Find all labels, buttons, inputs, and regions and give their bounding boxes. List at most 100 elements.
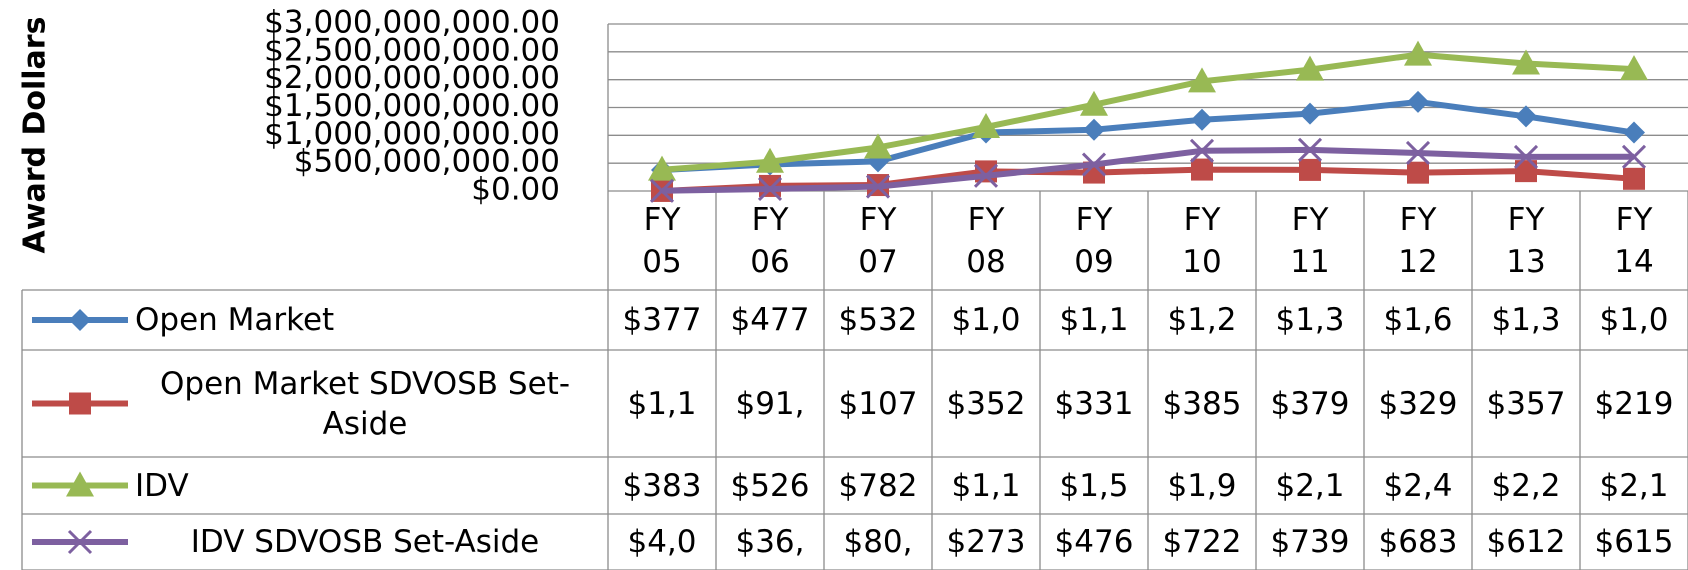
- x-tick-label: FY 07: [858, 201, 898, 280]
- table-value: $615: [1594, 524, 1674, 560]
- data-point: [1623, 167, 1645, 190]
- legend-key: [32, 392, 128, 415]
- data-point: [756, 147, 784, 173]
- legend-marker: [66, 471, 94, 497]
- data-point: [1081, 152, 1107, 177]
- x-tick-label: FY 08: [966, 201, 1006, 280]
- data-point: [1296, 55, 1324, 81]
- table-value: $2,4: [1383, 467, 1453, 504]
- legend-label: Open Market: [135, 302, 335, 338]
- legend-key: [32, 471, 128, 497]
- x-tick-label: FY 10: [1182, 201, 1222, 280]
- y-tick-label: $2,500,000,000.00: [264, 32, 560, 68]
- x-tick-label: FY 09: [1074, 201, 1114, 280]
- data-point: [1513, 144, 1539, 169]
- table-value: $379: [1270, 385, 1350, 422]
- data-point: [1405, 140, 1431, 166]
- table-value: $4,0: [627, 524, 697, 560]
- x-tick-label: FY 05: [642, 201, 682, 280]
- y-tick-label: $0.00: [471, 172, 560, 208]
- table-value: $329: [1378, 385, 1458, 422]
- table-value: $1,0: [1599, 302, 1669, 338]
- table-value: $782: [838, 467, 918, 504]
- x-tick-label: FY 12: [1398, 201, 1438, 280]
- y-tick-label: $3,000,000,000.00: [264, 5, 560, 41]
- legend-key: [32, 529, 128, 555]
- table-value: $683: [1378, 524, 1458, 560]
- data-point: [1080, 90, 1108, 116]
- data-point: [1407, 161, 1429, 184]
- table-value: $1,0: [951, 302, 1021, 338]
- x-tick-label: FY 13: [1506, 201, 1546, 280]
- table-value: $2,2: [1491, 467, 1561, 504]
- table-value: $357: [1486, 385, 1566, 422]
- data-point: [1623, 121, 1645, 144]
- table-value: $1,1: [1059, 302, 1129, 338]
- series-line: [661, 98, 1635, 174]
- table-value: $91,: [735, 385, 805, 422]
- data-point: [1515, 160, 1537, 183]
- table-value: $2,1: [1275, 467, 1345, 504]
- y-tick-label: $1,000,000,000.00: [264, 116, 560, 152]
- table-value: $385: [1162, 385, 1242, 422]
- data-point: [1621, 144, 1647, 169]
- table-value: $1,6: [1383, 302, 1453, 338]
- data-point: [1191, 158, 1213, 181]
- table-value: $331: [1054, 385, 1134, 422]
- legend-label: IDV: [135, 467, 189, 504]
- x-tick-label: FY 11: [1290, 201, 1330, 280]
- table-value: $107: [838, 385, 918, 422]
- table-value: $476: [1054, 524, 1134, 560]
- data-point: [864, 133, 892, 159]
- data-point: [1191, 108, 1213, 131]
- data-point: [865, 174, 891, 199]
- table-value: $1,5: [1059, 467, 1129, 504]
- legend-marker: [69, 309, 91, 331]
- legend-key: [32, 309, 128, 331]
- table-value: $532: [838, 302, 918, 338]
- y-tick-label: $2,000,000,000.00: [264, 60, 560, 96]
- data-point: [1299, 102, 1321, 125]
- series: [648, 40, 1648, 181]
- data-point: [1404, 40, 1432, 66]
- table-value: $80,: [843, 524, 913, 560]
- data-point: [1188, 67, 1216, 93]
- table-value: $526: [730, 467, 810, 504]
- x-tick-label: FY 06: [750, 201, 790, 280]
- data-point: [973, 163, 999, 188]
- table-value: $352: [946, 385, 1026, 422]
- table-value: $1,3: [1491, 302, 1561, 338]
- table-value: $1,1: [627, 385, 697, 422]
- legend-marker: [67, 529, 93, 555]
- data-point: [972, 112, 1000, 138]
- data-point: [1299, 158, 1321, 181]
- table-value: $1,2: [1167, 302, 1237, 338]
- table-value: $36,: [735, 524, 805, 560]
- table-value: $2,1: [1599, 467, 1669, 504]
- data-point: [1515, 105, 1537, 128]
- table-value: $722: [1162, 524, 1242, 560]
- series: [649, 137, 1647, 203]
- x-tick-label: FY 14: [1614, 201, 1654, 280]
- table-value: $219: [1594, 385, 1674, 422]
- legend-label: Open Market SDVOSB Set-Aside: [159, 365, 571, 442]
- series-line: [661, 146, 1635, 194]
- table-value: $273: [946, 524, 1026, 560]
- data-point: [1620, 55, 1648, 81]
- data-point: [1189, 138, 1215, 163]
- table-value: $477: [730, 302, 810, 338]
- data-point: [1512, 49, 1540, 75]
- legend-label: IDV SDVOSB Set-Aside: [190, 524, 540, 560]
- legend-marker: [69, 392, 91, 415]
- table-value: $612: [1486, 524, 1566, 560]
- data-point: [1297, 137, 1323, 162]
- data-point: [649, 178, 675, 203]
- series-line: [661, 51, 1635, 173]
- data-point: [757, 176, 783, 202]
- table-value: $383: [622, 467, 702, 504]
- y-axis-label: Award Dollars: [18, 17, 53, 254]
- y-tick-label: $500,000,000.00: [294, 144, 560, 180]
- data-point: [1083, 118, 1105, 141]
